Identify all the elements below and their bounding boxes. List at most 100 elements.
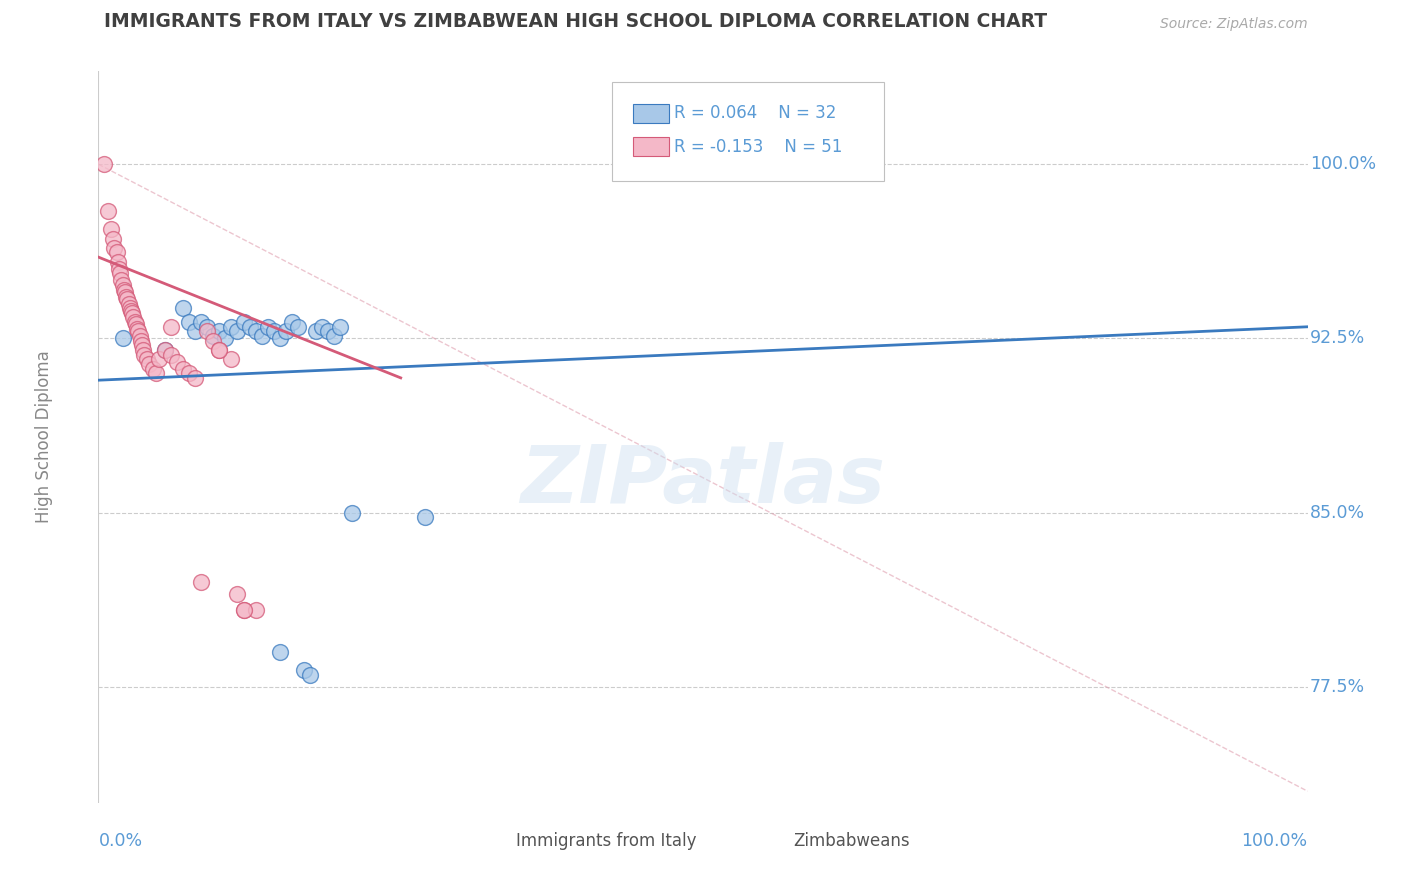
Point: [100, 222, 122, 236]
FancyBboxPatch shape: [472, 833, 510, 849]
Point: [263, 325, 285, 339]
Point: [142, 361, 165, 376]
Text: R = 0.064    N = 32: R = 0.064 N = 32: [673, 104, 837, 122]
Point: [115, 290, 138, 304]
Point: [221, 319, 243, 334]
FancyBboxPatch shape: [751, 833, 789, 849]
Text: 85.0%: 85.0%: [1310, 504, 1365, 522]
Point: [274, 325, 297, 339]
Point: [221, 352, 243, 367]
Point: [413, 510, 436, 524]
FancyBboxPatch shape: [633, 137, 669, 156]
Point: [195, 325, 218, 339]
Text: ZIPatlas: ZIPatlas: [520, 442, 886, 520]
Point: [129, 334, 152, 348]
Point: [118, 301, 141, 316]
Point: [145, 366, 167, 380]
Text: R = -0.153    N = 51: R = -0.153 N = 51: [673, 137, 842, 156]
Point: [316, 325, 339, 339]
Point: [190, 315, 212, 329]
Text: High School Diploma: High School Diploma: [35, 351, 53, 524]
Point: [127, 322, 149, 336]
Point: [166, 354, 188, 368]
Point: [184, 371, 207, 385]
Point: [112, 283, 135, 297]
Text: Zimbabweans: Zimbabweans: [794, 832, 910, 850]
Point: [342, 506, 364, 520]
Point: [105, 245, 128, 260]
Point: [269, 645, 291, 659]
Point: [134, 348, 156, 362]
Point: [208, 325, 231, 339]
Point: [232, 603, 254, 617]
Point: [127, 325, 149, 339]
Point: [256, 319, 278, 334]
Point: [111, 331, 134, 345]
Text: IMMIGRANTS FROM ITALY VS ZIMBABWEAN HIGH SCHOOL DIPLOMA CORRELATION CHART: IMMIGRANTS FROM ITALY VS ZIMBABWEAN HIGH…: [104, 12, 1047, 31]
Point: [202, 334, 225, 348]
Point: [135, 352, 157, 367]
FancyBboxPatch shape: [613, 82, 884, 181]
Point: [172, 361, 194, 376]
Text: Source: ZipAtlas.com: Source: ZipAtlas.com: [1160, 17, 1308, 31]
Point: [120, 303, 142, 318]
Point: [226, 325, 249, 339]
Point: [179, 315, 201, 329]
Point: [208, 343, 231, 357]
Point: [117, 292, 139, 306]
Point: [195, 319, 218, 334]
FancyBboxPatch shape: [633, 103, 669, 122]
Point: [179, 366, 201, 380]
Text: 0.0%: 0.0%: [98, 832, 142, 850]
Point: [184, 325, 207, 339]
Point: [153, 343, 176, 357]
Point: [132, 343, 155, 357]
Point: [281, 315, 304, 329]
Point: [160, 319, 183, 334]
Point: [232, 603, 254, 617]
Point: [131, 338, 153, 352]
Point: [138, 357, 160, 371]
Point: [148, 352, 170, 367]
Point: [214, 331, 236, 345]
Point: [208, 343, 231, 357]
Point: [121, 306, 143, 320]
Point: [97, 203, 120, 218]
Point: [153, 343, 176, 357]
Point: [311, 319, 333, 334]
Point: [239, 319, 262, 334]
Text: 92.5%: 92.5%: [1310, 329, 1365, 347]
Point: [245, 325, 267, 339]
Point: [245, 603, 267, 617]
Point: [269, 331, 291, 345]
Point: [124, 315, 146, 329]
Text: 77.5%: 77.5%: [1310, 678, 1365, 696]
Point: [172, 301, 194, 316]
Point: [292, 664, 315, 678]
Point: [128, 329, 150, 343]
Text: 100.0%: 100.0%: [1310, 155, 1376, 173]
Point: [110, 273, 132, 287]
Point: [160, 348, 183, 362]
Point: [118, 296, 141, 310]
Point: [202, 329, 225, 343]
Point: [125, 318, 148, 332]
Point: [329, 319, 352, 334]
Text: Immigrants from Italy: Immigrants from Italy: [516, 832, 696, 850]
Point: [103, 241, 125, 255]
Point: [287, 319, 309, 334]
Point: [250, 329, 273, 343]
Point: [101, 231, 124, 245]
Point: [305, 325, 328, 339]
Point: [114, 285, 136, 299]
Point: [232, 315, 254, 329]
Point: [190, 575, 212, 590]
Point: [323, 329, 346, 343]
Point: [108, 266, 131, 280]
Point: [226, 587, 249, 601]
Point: [108, 261, 131, 276]
Point: [122, 310, 145, 325]
Point: [93, 157, 115, 171]
Point: [111, 277, 134, 292]
Text: 100.0%: 100.0%: [1241, 832, 1308, 850]
